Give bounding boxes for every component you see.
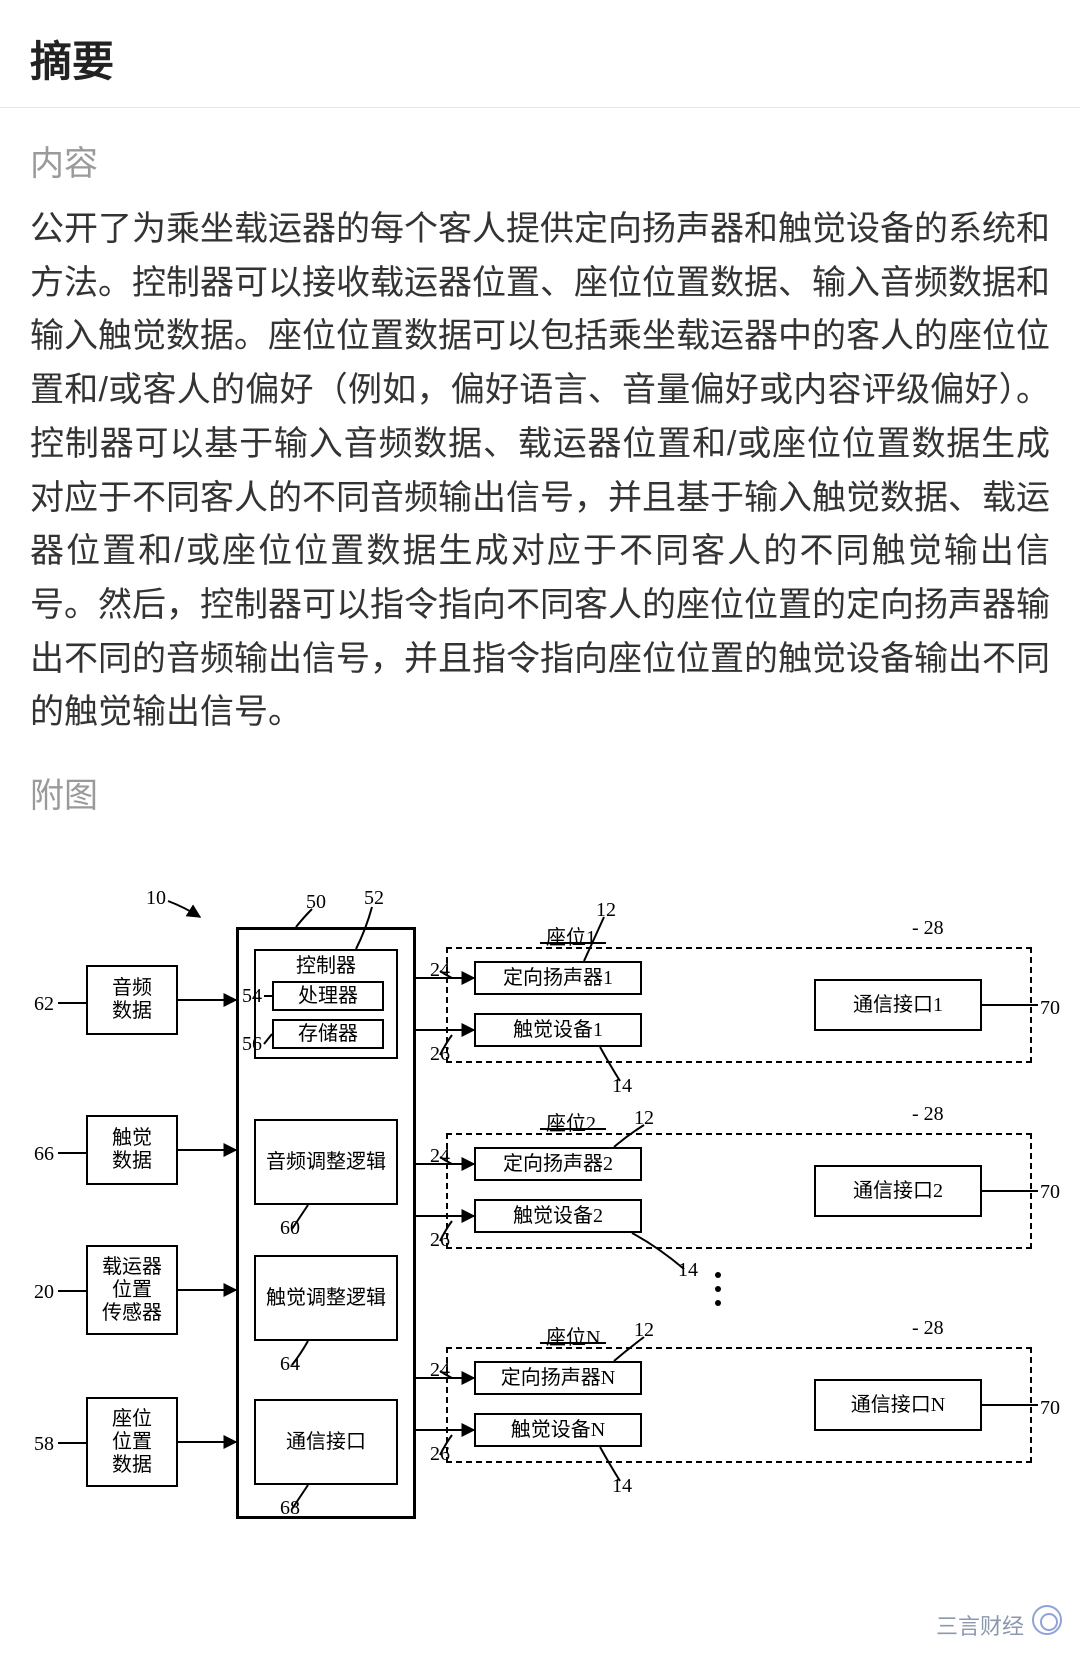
abstract-body: 公开了为乘坐载运器的每个客人提供定向扬声器和触觉设备的系统和方法。控制器可以接收…	[30, 203, 1050, 740]
section-heading-content: 内容	[30, 136, 1050, 185]
figure-container: 控制器 处理器 存储器 音频调整逻辑 触觉调整逻辑 通信接口 音频 数据 触觉 …	[0, 835, 1080, 1577]
block-diagram: 控制器 处理器 存储器 音频调整逻辑 触觉调整逻辑 通信接口 音频 数据 触觉 …	[16, 857, 1064, 1557]
brand-icon	[1032, 1605, 1062, 1635]
brand-label: 三言财经	[936, 1609, 1024, 1641]
section-heading-figure: 附图	[30, 768, 1050, 817]
diagram-lines	[16, 857, 1064, 1557]
divider	[0, 107, 1080, 108]
footer: 三言财经	[0, 1595, 1080, 1651]
page-title: 摘要	[30, 28, 1050, 89]
